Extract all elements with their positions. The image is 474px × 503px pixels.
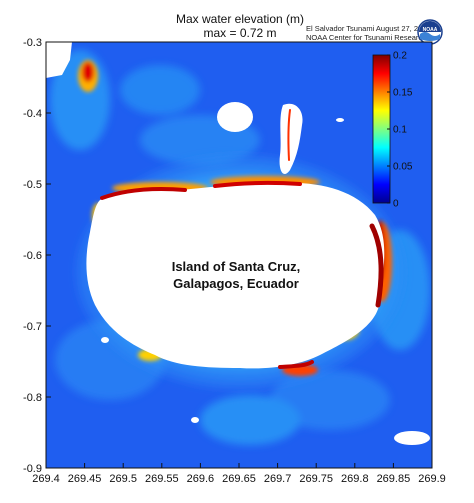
x-tick-label: 269.4 [32, 473, 60, 485]
map-title: Max water elevation (m) [175, 12, 305, 26]
colorbar-tick-label: 0 [393, 199, 399, 210]
map-area [46, 42, 432, 468]
island-label-line2: Galapagos, Ecuador [173, 276, 299, 291]
y-tick-label: -0.7 [23, 321, 42, 333]
colorbar-gradient [373, 55, 390, 203]
baltra-island [279, 103, 303, 175]
y-tick-label: -0.3 [23, 37, 42, 49]
event-credit: El Salvador Tsunami August 27, 2012 [306, 24, 431, 33]
colorbar-tick-label: 0.2 [393, 51, 407, 62]
max-elevation-label: max = 0.72 m [203, 26, 277, 40]
islet-southwest [101, 337, 109, 343]
x-tick-label: 269.6 [187, 473, 215, 485]
y-tick-label: -0.5 [23, 179, 42, 191]
x-tick-label: 269.85 [377, 473, 411, 485]
islet-south [191, 417, 199, 423]
y-tick-label: -0.9 [23, 463, 42, 475]
x-tick-label: 269.8 [341, 473, 369, 485]
coastline-highlights [100, 109, 384, 369]
island-label-line1: Island of Santa Cruz, [172, 259, 301, 274]
x-tick-label: 269.9 [418, 473, 446, 485]
y-axis: -0.3 -0.4 -0.5 -0.6 -0.7 -0.8 -0.9 [23, 37, 51, 475]
noaa-logo-text: NOAA [423, 27, 438, 33]
noaa-logo-icon: NOAA [417, 19, 443, 50]
y-tick-label: -0.8 [23, 392, 42, 404]
x-tick-label: 269.5 [109, 473, 137, 485]
islet-north [217, 102, 253, 132]
x-tick-label: 269.55 [145, 473, 179, 485]
colorbar-tick-label: 0.05 [393, 162, 413, 173]
islet-northwest [46, 42, 72, 78]
colorbar-tick-label: 0.1 [393, 125, 407, 136]
y-tick-label: -0.4 [23, 108, 42, 120]
x-tick-label: 269.65 [222, 473, 256, 485]
colorbar-tick-label: 0.15 [393, 88, 413, 99]
x-axis: 269.4 269.45 269.5 269.55 269.6 269.65 269.7 26… [32, 463, 446, 485]
x-tick-label: 269.45 [68, 473, 102, 485]
organization-credit: NOAA Center for Tsunami Research [306, 33, 427, 42]
islet-southeast [394, 431, 430, 445]
x-tick-label: 269.75 [299, 473, 333, 485]
colorbar: 0.2 0.15 0.1 0.05 0 [372, 51, 413, 210]
islet-east [336, 118, 344, 122]
santa-cruz-island [86, 182, 385, 369]
x-tick-label: 269.7 [264, 473, 292, 485]
y-tick-label: -0.6 [23, 250, 42, 262]
